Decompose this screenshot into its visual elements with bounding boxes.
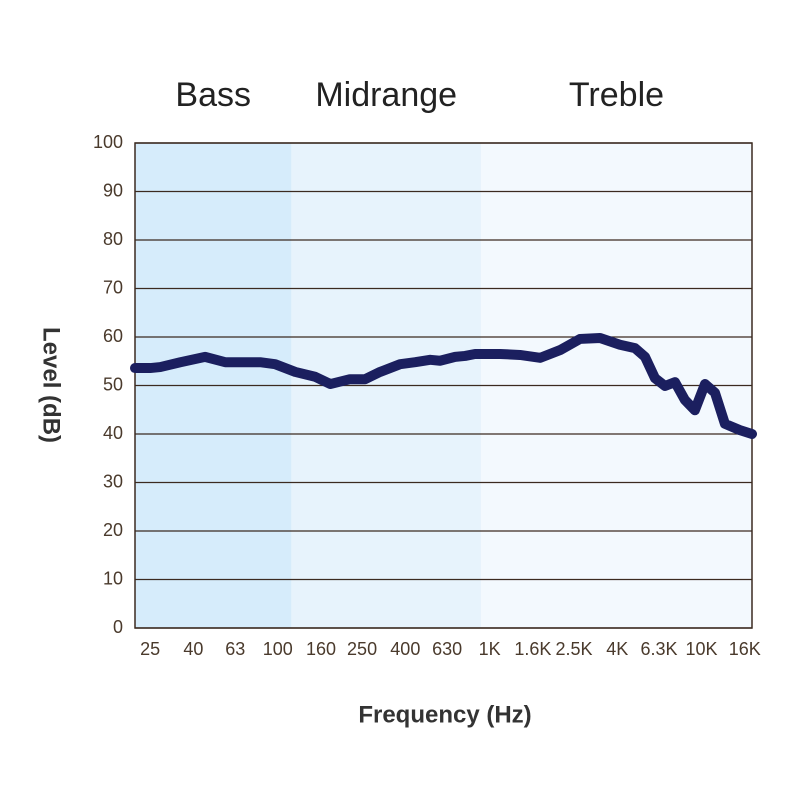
x-tick-label: 1K (479, 639, 501, 659)
region-label: Bass (175, 76, 251, 114)
y-tick-label: 90 (103, 180, 123, 200)
x-tick-label: 40 (183, 639, 203, 659)
x-tick-label: 1.6K (514, 639, 551, 659)
plot-border (134, 142, 753, 629)
y-axis-title: Level (dB) (38, 327, 65, 443)
y-tick-label: 30 (103, 471, 123, 491)
x-tick-label: 100 (263, 639, 293, 659)
x-tick-label: 63 (225, 639, 245, 659)
x-tick-label: 160 (306, 639, 336, 659)
data-line (130, 332, 757, 439)
y-tick-label: 60 (103, 326, 123, 346)
x-tick-label: 630 (432, 639, 462, 659)
y-tick-label: 70 (103, 277, 123, 297)
y-tick-label: 40 (103, 423, 123, 443)
x-tick-label: 250 (347, 639, 377, 659)
x-tick-label: 25 (140, 639, 160, 659)
y-tick-label: 80 (103, 229, 123, 249)
region-label: Treble (569, 76, 664, 114)
x-tick-label: 2.5K (555, 639, 592, 659)
x-tick-label: 4K (606, 639, 628, 659)
y-tick-label: 10 (103, 568, 123, 588)
x-tick-label: 400 (390, 639, 420, 659)
x-tick-label: 10K (686, 639, 718, 659)
x-axis-title: Frequency (Hz) (358, 701, 531, 728)
x-tick-label: 6.3K (641, 639, 678, 659)
x-tick-label: 16K (729, 639, 761, 659)
region-label: Midrange (315, 76, 457, 114)
y-tick-label: 50 (103, 374, 123, 394)
y-tick-label: 0 (113, 617, 123, 637)
y-tick-label: 20 (103, 520, 123, 540)
y-tick-label: 100 (93, 132, 123, 152)
